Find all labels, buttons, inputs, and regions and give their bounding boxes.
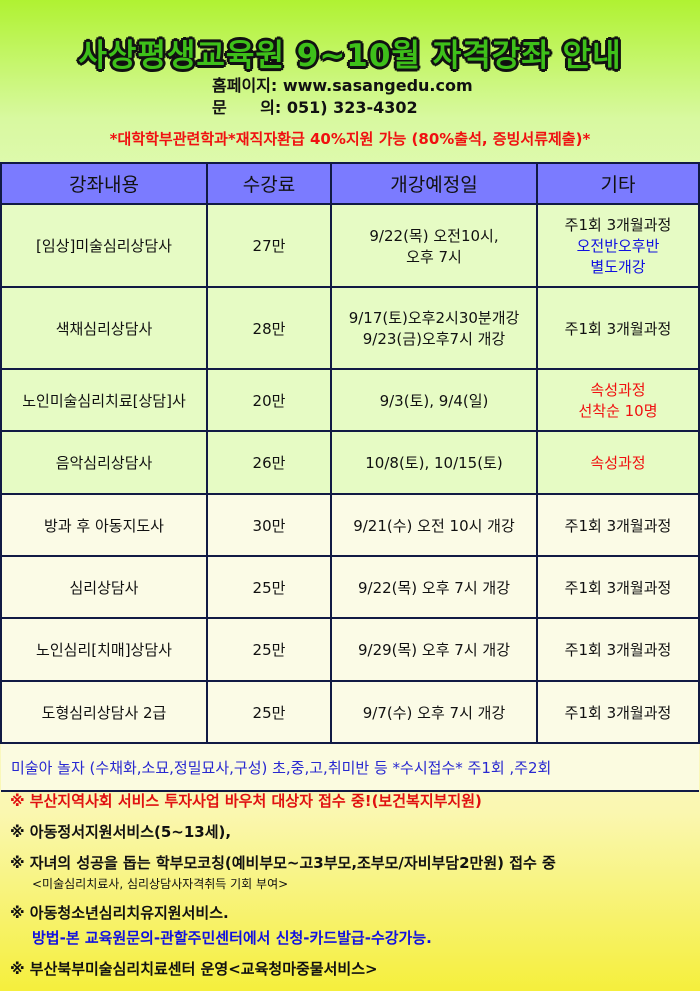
- etc-line: 주1회 3개월과정: [564, 641, 672, 659]
- fee-cell: 25만: [206, 617, 332, 682]
- etc-line: 주1회 3개월과정: [564, 319, 672, 338]
- note-text: ※ 아동청소년심리치유지원서비스.: [10, 904, 229, 922]
- header-date: 개강예정일: [330, 162, 538, 205]
- course-cell: [임상]미술심리상담사: [0, 203, 208, 288]
- course-cell: 색채심리상담사: [0, 286, 208, 370]
- date-cell: 10/8(토), 10/15(토): [330, 430, 538, 495]
- date-cell: 9/17(토)오후2시30분개강 9/23(금)오후7시 개강: [330, 286, 538, 370]
- etc-cell: 속성과정: [536, 430, 700, 495]
- note-text: ※ 자녀의 성공을 돕는 학부모코칭(예비부모~고3부모,조부모/자비부담2만원…: [10, 854, 556, 872]
- date-cell: 9/7(수) 오후 7시 개강: [330, 680, 538, 744]
- contact-info: 문 의: 051) 323-4302: [212, 98, 418, 117]
- note-item: ※ 아동정서지원서비스(5~13세),: [10, 821, 556, 842]
- date-line: 9/21(수) 오전 10시 개강: [353, 516, 515, 535]
- table-row: 방과 후 아동지도사 30만 9/21(수) 오전 10시 개강 주1회 3개월과정: [0, 493, 700, 557]
- etc-line: 오전반오후반: [576, 237, 660, 255]
- date-cell: 9/21(수) 오전 10시 개강: [330, 493, 538, 557]
- fee-cell: 28만: [206, 286, 332, 370]
- fee-cell: 27만: [206, 203, 332, 288]
- page-title: 사상평생교육원 9~10월 자격강좌 안내: [78, 38, 622, 74]
- etc-line: 주1회 3개월과정: [564, 703, 672, 722]
- course-table: 강좌내용 수강료 개강예정일 기타 [임상]미술심리상담사 27만 9/22(목) …: [0, 162, 700, 792]
- date-line: 9/22(목) 오후 7시 개강: [357, 578, 511, 597]
- table-row: [임상]미술심리상담사 27만 9/22(목) 오전10시, 오후 7시 주1회 3개월…: [0, 203, 700, 288]
- note-sub: <미술심리치료사, 심리상담사자격취득 기회 부여>: [32, 877, 289, 891]
- date-line: 9/22(목) 오전10시,: [369, 226, 499, 245]
- header-fee: 수강료: [206, 162, 332, 205]
- etc-cell: 주1회 3개월과정: [536, 286, 700, 370]
- header-course: 강좌내용: [0, 162, 208, 205]
- date-cell: 9/29(목) 오후 7시 개강: [330, 617, 538, 682]
- fee-cell: 25만: [206, 680, 332, 744]
- date-cell: 9/3(토), 9/4(일): [330, 368, 538, 432]
- fee-cell: 25만: [206, 555, 332, 619]
- date-line: 10/8(토), 10/15(토): [365, 454, 503, 472]
- etc-line: 선착순 10명: [578, 402, 658, 420]
- art-class-row: 미술아 놀자 (수채화,소묘,정밀묘사,구성) 초,중,고,취미반 등 *수시접…: [1, 742, 699, 792]
- table-row: 음악심리상담사 26만 10/8(토), 10/15(토) 속성과정: [0, 430, 700, 495]
- date-line: 9/17(토)오후2시30분개강: [348, 309, 520, 327]
- etc-cell: 주1회 3개월과정: [536, 617, 700, 682]
- fee-cell: 26만: [206, 430, 332, 495]
- support-notice: *대학학부관련학과*재직자환급 40%지원 가능 (80%출석, 증빙서류제출)…: [109, 130, 591, 148]
- etc-line: 별도개강: [590, 258, 646, 276]
- note-item: ※ 부산지역사회 서비스 투자사업 바우처 대상자 접수 중!(보건복지부지원): [10, 790, 556, 811]
- note-text: ※ 부산북부미술심리치료센터 운영<교육청마중물서비스>: [10, 960, 378, 978]
- note-item: ※ 자녀의 성공을 돕는 학부모코칭(예비부모~고3부모,조부모/자비부담2만원…: [10, 852, 556, 892]
- etc-line: 주1회 3개월과정: [564, 216, 672, 234]
- table-row: 도형심리상담사 2급 25만 9/7(수) 오후 7시 개강 주1회 3개월과정: [0, 680, 700, 744]
- note-text: ※ 부산지역사회 서비스 투자사업 바우처 대상자 접수 중!(보건복지부지원): [10, 792, 482, 810]
- etc-line: 주1회 3개월과정: [564, 516, 672, 535]
- etc-cell: 주1회 3개월과정: [536, 680, 700, 744]
- etc-line: 주1회 3개월과정: [564, 578, 672, 597]
- table-row: 색채심리상담사 28만 9/17(토)오후2시30분개강 9/23(금)오후7시 개강…: [0, 286, 700, 370]
- fee-cell: 20만: [206, 368, 332, 432]
- date-line: 9/29(목) 오후 7시 개강: [357, 641, 511, 659]
- course-cell: 도형심리상담사 2급: [0, 680, 208, 744]
- date-cell: 9/22(목) 오후 7시 개강: [330, 555, 538, 619]
- date-cell: 9/22(목) 오전10시, 오후 7시: [330, 203, 538, 288]
- etc-line: 속성과정: [590, 454, 646, 472]
- header-etc: 기타: [536, 162, 700, 205]
- note-item: ※ 아동청소년심리치유지원서비스. 방법-본 교육원문의-관할주민센터에서 신청-…: [10, 902, 556, 948]
- date-line: 9/23(금)오후7시 개강: [362, 330, 506, 348]
- note-text: ※ 아동정서지원서비스(5~13세),: [10, 823, 232, 841]
- note-method: 방법-본 교육원문의-관할주민센터에서 신청-카드발급-수강가능.: [32, 929, 432, 947]
- course-cell: 심리상담사: [0, 555, 208, 619]
- course-cell: 방과 후 아동지도사: [0, 493, 208, 557]
- table-row: 심리상담사 25만 9/22(목) 오후 7시 개강 주1회 3개월과정: [0, 555, 700, 619]
- course-cell: 노인미술심리치료[상담]사: [0, 368, 208, 432]
- course-cell: 음악심리상담사: [0, 430, 208, 495]
- date-line: 9/7(수) 오후 7시 개강: [362, 703, 506, 722]
- fee-cell: 30만: [206, 493, 332, 557]
- notes-section: ※ 부산지역사회 서비스 투자사업 바우처 대상자 접수 중!(보건복지부지원)…: [10, 790, 556, 989]
- date-line: 오후 7시: [406, 247, 462, 266]
- etc-cell: 주1회 3개월과정: [536, 555, 700, 619]
- table-row: 노인심리[치매]상담사 25만 9/29(목) 오후 7시 개강 주1회 3개월과정: [0, 617, 700, 682]
- note-item: ※ 부산북부미술심리치료센터 운영<교육청마중물서비스>: [10, 958, 556, 979]
- etc-line: 속성과정: [590, 381, 646, 399]
- art-class-text: 미술아 놀자 (수채화,소묘,정밀묘사,구성) 초,중,고,취미반 등 *수시접…: [1, 742, 699, 792]
- homepage-info: 홈페이지: www.sasangedu.com: [212, 76, 473, 95]
- course-cell: 노인심리[치매]상담사: [0, 617, 208, 682]
- date-line: 9/3(토), 9/4(일): [379, 391, 489, 410]
- etc-cell: 주1회 3개월과정: [536, 493, 700, 557]
